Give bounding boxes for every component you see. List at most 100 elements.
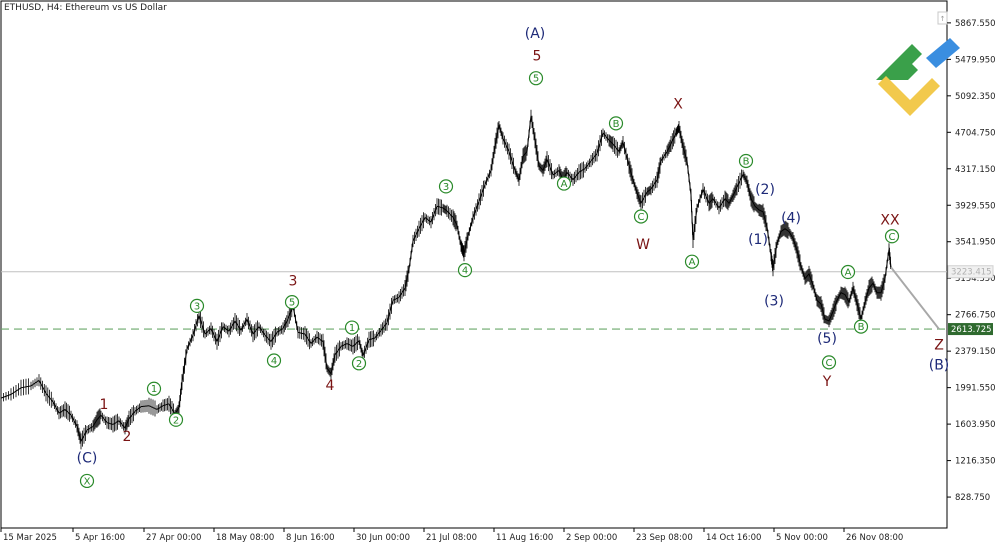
wave-label-circle xyxy=(79,473,95,489)
wave-label: C xyxy=(826,358,833,369)
wave-label-circle xyxy=(884,229,900,244)
wave-label-circled: 3 xyxy=(189,298,205,314)
wave-label: 1 xyxy=(151,384,157,395)
wave-label: (A) xyxy=(525,26,546,42)
wave-label: (3) xyxy=(764,293,784,309)
wave-label-circled: 1 xyxy=(344,320,360,335)
y-tick-label: 4704.750 xyxy=(955,128,996,138)
wave-label: 5 xyxy=(289,298,295,309)
current-price-box xyxy=(947,265,994,279)
wave-label-circle xyxy=(633,209,649,224)
x-tick-label: 30 Jun 00:00 xyxy=(356,533,410,543)
y-tick-label: 5479.950 xyxy=(955,55,996,65)
y-tick-label: 1991.550 xyxy=(955,384,996,394)
wave-label-circled: 4 xyxy=(266,353,282,368)
wave-label-circled: B xyxy=(738,153,754,169)
wave-label: B xyxy=(613,119,620,130)
wave-label: 3 xyxy=(194,301,200,312)
wave-label-circled: 5 xyxy=(528,71,544,86)
wave-label: A xyxy=(845,268,852,279)
y-tick-label: 3929.550 xyxy=(955,201,996,211)
wave-label: C xyxy=(638,212,645,223)
x-tick-label: 18 May 08:00 xyxy=(216,533,274,543)
wave-label-circle xyxy=(821,355,837,370)
wave-label: B xyxy=(743,156,750,167)
projection-line xyxy=(890,266,940,330)
y-tick-label: 1216.350 xyxy=(955,457,996,467)
wave-label-circle xyxy=(684,254,700,269)
wave-label-circle xyxy=(457,263,473,278)
y-tick-label: 2379.150 xyxy=(955,347,996,357)
wave-label-circle xyxy=(556,176,572,191)
logo-green-chevron xyxy=(876,44,922,80)
wave-label: 5 xyxy=(533,49,542,65)
wave-label: W xyxy=(636,237,650,253)
wave-label-circle xyxy=(284,295,300,310)
y-tick-label: 3541.950 xyxy=(955,238,996,248)
wave-label-circle xyxy=(351,356,367,371)
y-tick-label: 1603.950 xyxy=(955,420,996,430)
x-tick-label: 26 Nov 08:00 xyxy=(846,533,903,543)
wave-label: 4 xyxy=(462,266,468,277)
wave-label: 3 xyxy=(289,273,298,289)
wave-label-circle xyxy=(738,153,754,169)
wave-label: 1 xyxy=(349,323,355,334)
wave-label: A xyxy=(561,179,568,190)
wave-label-circle xyxy=(840,264,856,280)
wave-label-circled: 5 xyxy=(284,295,300,310)
wave-label-circled: 2 xyxy=(351,356,367,371)
y-tick-label: 5092.350 xyxy=(955,92,996,102)
wave-label-circle xyxy=(146,381,162,396)
wave-label: (4) xyxy=(781,210,801,226)
support-price-box xyxy=(948,323,993,336)
wave-label-circled: A xyxy=(556,176,572,191)
logo-yellow-chevron xyxy=(878,76,940,116)
wave-label: (1) xyxy=(748,232,768,248)
wave-label-circle xyxy=(266,353,282,368)
wave-label-circle xyxy=(528,71,544,86)
wave-label-circled: B xyxy=(608,116,624,131)
wave-label-circled: B xyxy=(853,319,869,334)
wave-label: A xyxy=(689,257,696,268)
x-tick-label: 2 Sep 00:00 xyxy=(566,533,617,543)
wave-label-circled: 4 xyxy=(457,263,473,278)
wave-label-circled: A xyxy=(684,254,700,269)
wave-label: 4 xyxy=(271,356,277,367)
wave-label-circled: 1 xyxy=(146,381,162,396)
wave-label: X xyxy=(84,476,91,487)
wave-label-circle xyxy=(168,412,184,427)
y-tick-label: 5867.550 xyxy=(955,19,996,29)
x-tick-label: 8 Jun 16:00 xyxy=(286,533,335,543)
wave-label: B xyxy=(858,322,865,333)
y-tick-label: 4317.150 xyxy=(955,165,996,175)
wave-label: 4 xyxy=(326,378,335,394)
wave-label-circled: C xyxy=(633,209,649,224)
wave-label: 5 xyxy=(533,74,539,85)
wave-label: Z xyxy=(934,337,944,353)
wave-label-circle xyxy=(189,298,205,314)
wave-label: 1 xyxy=(100,397,109,413)
wave-label: X xyxy=(673,97,683,113)
support-price-label: 2613.725 xyxy=(951,325,992,335)
one-click-trading-icon: ↑ xyxy=(940,15,946,23)
plot-frame xyxy=(0,0,948,529)
one-click-trading-button[interactable] xyxy=(937,11,948,25)
wave-label-circle xyxy=(608,116,624,131)
wave-label: 3 xyxy=(443,182,449,193)
symbol-title: ETHUSD, H4: Ethereum vs US Dollar xyxy=(4,3,167,13)
wave-label-circle xyxy=(853,319,869,334)
broker-logo xyxy=(876,38,960,116)
wave-label: Y xyxy=(822,374,832,390)
x-tick-label: 14 Oct 16:00 xyxy=(706,533,761,543)
logo-blue-bar xyxy=(926,38,960,68)
y-tick-label: 3154.350 xyxy=(955,274,996,284)
x-tick-label: 5 Apr 16:00 xyxy=(75,533,125,543)
wave-label-circled: A xyxy=(840,264,856,280)
wave-label: C xyxy=(889,232,896,243)
wave-label: (5) xyxy=(817,331,837,347)
x-tick-label: 21 Jul 08:00 xyxy=(426,533,477,543)
x-tick-label: 15 Mar 2025 xyxy=(3,533,57,543)
wave-label-circled: 2 xyxy=(168,412,184,427)
wave-label: (C) xyxy=(77,450,98,466)
